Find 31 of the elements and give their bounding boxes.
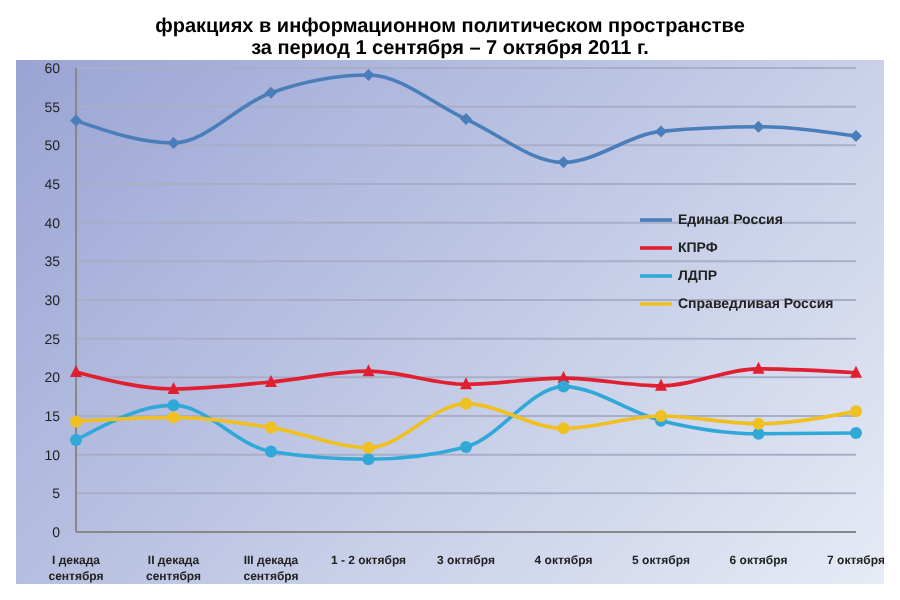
point bbox=[167, 137, 180, 150]
point bbox=[460, 377, 472, 390]
point bbox=[850, 405, 862, 418]
point bbox=[265, 421, 277, 434]
point bbox=[655, 125, 667, 138]
point bbox=[167, 399, 180, 412]
point bbox=[167, 381, 180, 394]
point bbox=[655, 410, 667, 422]
point bbox=[70, 433, 82, 446]
point bbox=[557, 422, 570, 435]
point bbox=[265, 445, 277, 458]
chart-title: фракциях в информационном политическом пространстве за период 1 сентября – 7 октября 2011 г. bbox=[153, 16, 747, 60]
point bbox=[70, 114, 82, 127]
point bbox=[362, 364, 375, 377]
point bbox=[460, 113, 472, 126]
point bbox=[362, 453, 375, 466]
point bbox=[850, 365, 862, 378]
point bbox=[460, 397, 472, 410]
point bbox=[752, 361, 765, 374]
point bbox=[70, 364, 82, 377]
point bbox=[850, 427, 862, 440]
point bbox=[850, 130, 862, 143]
point bbox=[265, 374, 277, 387]
point bbox=[70, 415, 82, 428]
point bbox=[460, 440, 472, 453]
point bbox=[362, 441, 375, 454]
point bbox=[167, 411, 180, 424]
point bbox=[265, 86, 277, 99]
point bbox=[557, 380, 570, 393]
point bbox=[752, 417, 765, 430]
point bbox=[655, 378, 667, 391]
